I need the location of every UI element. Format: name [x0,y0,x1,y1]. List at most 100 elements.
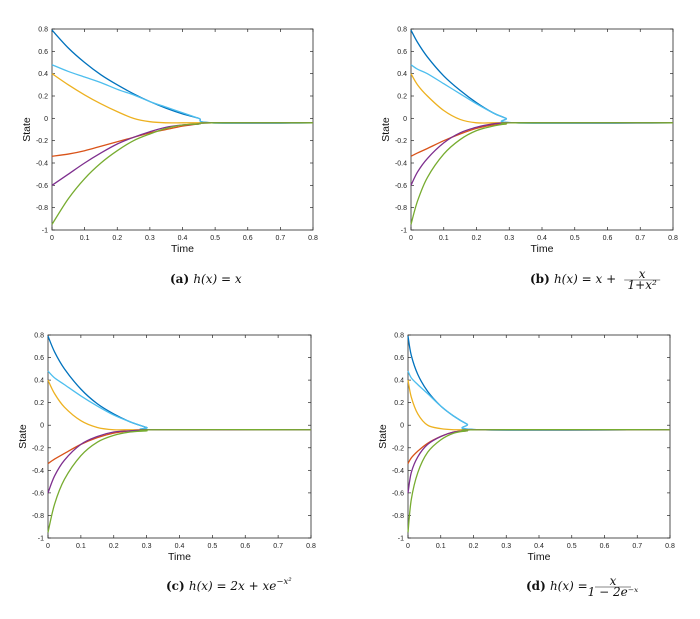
series-line-4 [410,122,674,157]
chart-panel-b: 0 0.1 0.2 0.3 0.4 0.5 0.6 0.7 0.8 -1 -0.8 -0.6 -0.4 -… [380,27,678,293]
x-axis-label: Time [171,243,194,255]
x-tick-label: 0.7 [635,235,645,242]
x-tick-label: 0.1 [439,235,449,242]
x-tick-label: 0 [406,543,410,550]
y-tick-label: -1 [398,536,404,543]
series-line-3 [51,73,313,124]
caption-formula: h(x) = x + [554,272,616,286]
y-tick-label: -0.6 [32,490,44,497]
caption-fraction: x1+x² [624,267,661,292]
y-tick-label: 0.4 [397,71,407,78]
series-line-1 [407,336,671,431]
x-axis-label: Time [168,551,191,563]
caption-formula: h(x) = x [193,272,242,286]
x-axis-label: Time [531,243,554,255]
x-tick-label: 0.4 [534,543,544,550]
caption-superscript: −x² [276,577,292,587]
y-tick-label: 0.8 [397,27,407,34]
x-tick-label: 0.4 [175,543,185,550]
series-line-6 [47,429,312,533]
y-tick-label: 0.4 [394,378,404,385]
y-tick-label: 0 [400,423,404,430]
y-axis-label: State [17,424,29,449]
y-tick-label: -1 [38,536,44,543]
x-tick-label: 0 [46,543,50,550]
chart-caption: (c) h(x) = 2x + xe−x² [166,577,292,593]
series-line-5 [407,429,671,493]
series-line-3 [47,379,311,431]
series-line-2 [47,370,312,431]
y-tick-label: -0.8 [36,205,48,212]
x-tick-label: 0.7 [273,543,283,550]
chart-panel-d: 0 0.1 0.2 0.3 0.4 0.5 0.6 0.7 0.8 -1 -0.8 -0.6 -0.4 -… [377,333,675,600]
fraction-numerator: x [610,574,617,588]
y-tick-label: -0.2 [36,138,48,145]
x-tick-label: 0.5 [570,235,580,242]
series-line-2 [407,370,671,431]
y-tick-label: 0.6 [397,49,407,56]
x-tick-label: 0.2 [109,543,119,550]
y-tick-label: 0.8 [34,333,44,340]
chart-caption: (b) h(x) = x + [530,272,616,286]
x-tick-label: 0 [409,235,413,242]
x-tick-label: 0.3 [501,543,511,550]
plot-frame [51,28,314,231]
y-tick-label: -0.4 [32,468,44,475]
caption-tag: (a) [170,272,193,286]
plot-frame [47,334,312,539]
series-line-3 [410,73,673,124]
chart-caption: (d) h(x) = [526,579,588,593]
fraction-denominator: 1+x² [628,278,657,292]
x-tick-label: 0.6 [600,543,610,550]
chart-caption: (a) h(x) = x [170,272,242,286]
x-tick-label: 0.6 [240,543,250,550]
x-tick-label: 0.5 [210,235,220,242]
plot-frame [410,28,674,231]
y-axis-label: State [21,117,33,142]
x-tick-label: 0.4 [178,235,188,242]
x-tick-label: 0.3 [142,543,152,550]
caption-tag: (c) [166,579,189,593]
y-tick-label: 0.4 [38,71,48,78]
y-tick-label: 0.2 [394,400,404,407]
y-tick-label: 0.8 [38,27,48,34]
y-tick-label: 0 [44,116,48,123]
caption-formula: h(x) = [550,579,588,593]
chart-panel-c: 0 0.1 0.2 0.3 0.4 0.5 0.6 0.7 0.8 -1 -0.8 -0.6 -0.4 -… [17,333,316,594]
y-tick-label: 0.8 [394,333,404,340]
x-tick-label: 0 [50,235,54,242]
x-tick-label: 0.2 [472,235,482,242]
x-tick-label: 0.7 [632,543,642,550]
y-tick-label: 0.2 [397,94,407,101]
x-tick-label: 0.1 [80,235,90,242]
y-tick-label: -0.2 [392,445,404,452]
x-tick-label: 0.7 [276,235,286,242]
y-tick-label: -0.6 [36,183,48,190]
y-tick-label: -1 [42,228,48,235]
series-line-5 [410,122,673,186]
fraction-denominator: 1 − 2e⁻ˣ [588,585,639,599]
y-axis-label: State [377,424,389,449]
x-tick-label: 0.3 [145,235,155,242]
y-tick-label: 0 [403,116,407,123]
y-tick-label: 0.6 [394,355,404,362]
x-tick-label: 0.8 [308,235,318,242]
x-tick-label: 0.5 [208,543,218,550]
y-tick-label: -0.2 [395,138,407,145]
y-axis-label: State [380,117,392,142]
series-line-1 [410,29,674,124]
y-tick-label: 0.2 [38,94,48,101]
x-tick-label: 0.6 [243,235,253,242]
x-tick-label: 0.2 [112,235,122,242]
caption-formula: h(x) = 2x + xe [189,579,277,593]
y-tick-label: 0.6 [34,355,44,362]
series-line-5 [51,122,314,186]
x-tick-label: 0.6 [603,235,613,242]
y-tick-label: -0.8 [395,205,407,212]
series-line-2 [51,64,314,124]
x-axis-label: Time [528,551,551,563]
y-tick-label: -0.6 [392,490,404,497]
caption-fraction: x1 − 2e⁻ˣ [588,574,639,599]
series-line-1 [47,335,312,431]
x-tick-label: 0.5 [567,543,577,550]
